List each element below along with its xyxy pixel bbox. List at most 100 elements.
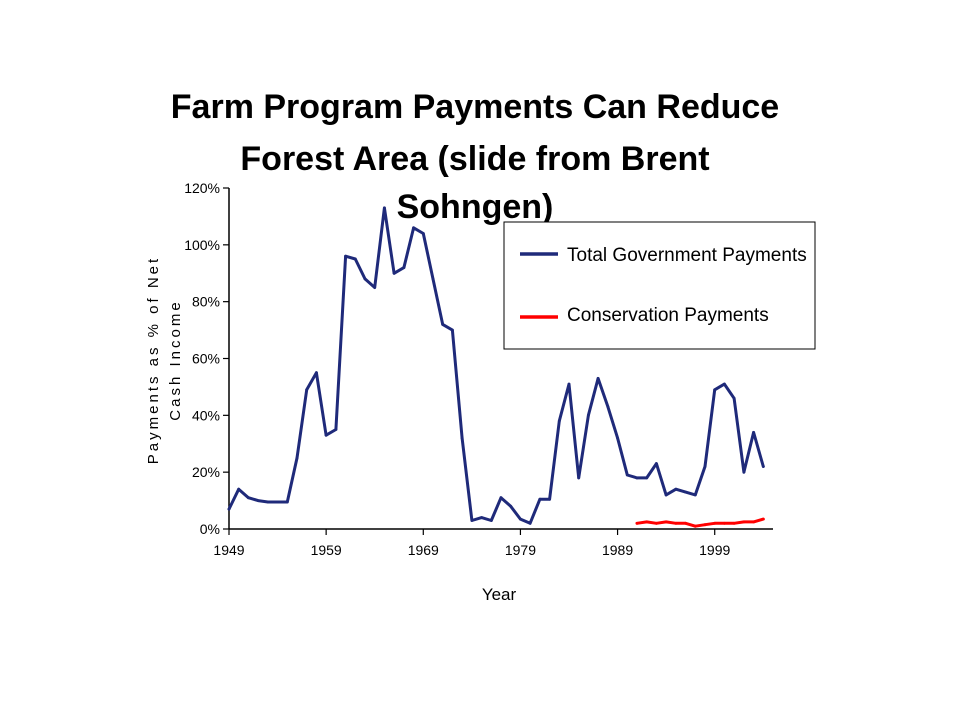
chart-legend: Total Government Payments Conservation P… [503,221,816,350]
data-point [655,462,658,465]
data-point [334,428,338,431]
x-tick-label: 1969 [408,542,439,558]
y-tick-label: 80% [192,294,220,310]
data-point [373,286,377,289]
data-point [470,519,474,522]
data-point [645,476,649,480]
data-point [451,328,454,332]
chart-title-line: Sohngen) [397,188,554,226]
data-point [693,524,697,528]
y-tick-label: 60% [192,351,220,367]
data-point [489,519,493,522]
chart-title: Farm Program Payments Can Reduce Forest … [171,88,779,226]
data-point [752,520,755,524]
x-tick-label: 1959 [311,542,342,558]
data-point [528,521,532,525]
data-point [276,500,279,504]
data-point [655,521,658,525]
data-point [353,257,357,261]
data-point [237,487,241,491]
data-point [587,413,590,417]
data-point [703,465,707,468]
data-point [577,476,581,480]
data-point [431,277,435,281]
x-axis-title: Year [482,585,517,604]
x-axis-ticks: 1949 1959 1969 1979 1989 1999 [213,529,730,558]
data-point [674,521,678,525]
x-tick-label: 1949 [213,542,244,558]
chart-title-line: Forest Area (slide from Brent [240,140,709,178]
data-point [247,496,250,500]
data-point [742,520,746,524]
data-point [548,497,551,501]
data-point [538,497,542,501]
legend-label-total: Total Government Payments [567,245,807,266]
y-axis-title-line: Cash Income [167,299,184,420]
data-point [392,271,396,275]
data-point [732,396,736,400]
data-point [305,388,309,392]
data-point [723,382,726,386]
data-point [703,523,707,527]
y-tick-label: 40% [192,407,220,423]
y-axis-title: Payments as % of Net Cash Income [145,256,184,464]
data-point [256,499,260,502]
data-point [344,254,347,258]
data-point [402,266,406,269]
data-point [645,520,649,524]
data-point [421,232,425,235]
data-point [713,521,717,525]
data-point [625,473,629,477]
data-point [723,521,726,525]
chart-title-line: Farm Program Payments Can Reduce [171,88,779,126]
data-point [606,405,610,409]
data-point [635,476,639,480]
y-axis-ticks: 0% 20% 40% 60% 80% 100% 120% [184,180,229,537]
data-point [567,382,571,386]
data-point [315,371,318,375]
data-point [285,500,289,504]
data-point [761,517,765,521]
series-line-conservation-payments [635,517,765,528]
data-point [752,431,755,434]
data-point [635,521,639,525]
data-point [499,496,503,500]
data-point [664,493,668,497]
data-point [441,323,445,326]
data-point [266,500,270,504]
data-point [596,377,600,380]
y-axis-title-line: Payments as % of Net [145,256,162,464]
series-layer [227,206,765,528]
data-point [732,521,736,525]
data-point [742,470,746,474]
data-point [509,504,513,508]
data-point [557,419,561,423]
legend-box [503,221,816,350]
data-point [693,493,697,497]
data-point [713,388,717,392]
data-point [761,465,765,468]
data-point [616,436,619,440]
data-point [460,436,464,440]
y-tick-label: 120% [184,180,220,196]
data-point [684,521,687,525]
data-point [519,517,522,521]
data-point [363,277,367,281]
y-tick-label: 100% [184,237,220,253]
data-point [674,487,678,491]
data-point [324,433,328,437]
data-point [227,507,231,511]
data-point [664,520,668,524]
series-line-total-government-payments [227,206,765,525]
data-point [480,516,483,519]
legend-label-conservation: Conservation Payments [567,305,769,326]
data-point [295,456,299,460]
y-tick-label: 20% [192,464,220,480]
x-tick-label: 1979 [505,542,536,558]
x-tick-label: 1999 [699,542,730,558]
x-tick-label: 1989 [602,542,633,558]
data-point [684,490,687,494]
y-tick-label: 0% [200,521,220,537]
data-point [412,226,415,230]
